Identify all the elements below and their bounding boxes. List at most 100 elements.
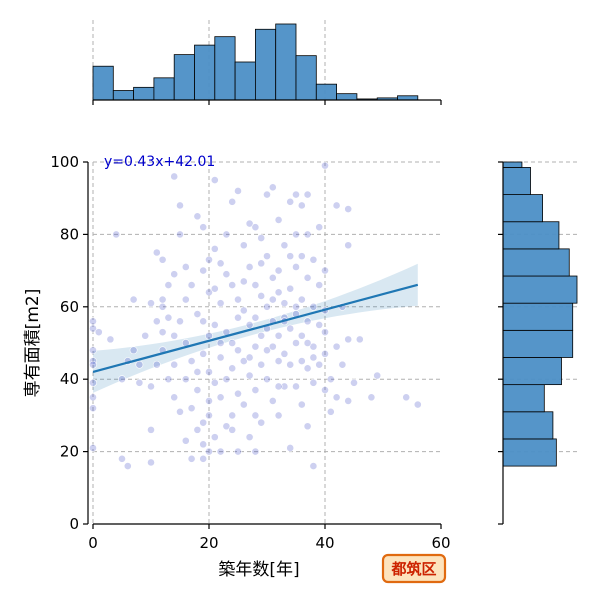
top-hist-bar [92,65,114,101]
scatter-point [135,360,144,369]
scatter-point [216,447,225,456]
scatter-point [187,281,196,289]
scatter-point [170,331,179,340]
scatter-point [193,386,202,394]
scatter-point [245,353,254,362]
scatter-point [234,295,242,304]
scatter-point [228,197,237,206]
scatter-point [257,234,266,242]
right-hist-bar [502,357,562,386]
scatter-point [321,161,329,170]
scatter-point [257,292,266,300]
y-tick-label: 20 [60,443,79,461]
top-hist-bar [254,28,277,101]
scatter-point [129,295,138,304]
scatter-point [210,320,219,329]
scatter-point [286,360,295,369]
scatter-point [187,404,196,413]
scatter-point [286,444,295,452]
scatter-point [234,313,242,322]
scatter-point [263,346,271,355]
right-hist-bar [502,194,543,223]
scatter-point [245,219,254,228]
scatter-point [292,230,300,239]
scatter-point [152,360,161,369]
scatter-point [170,393,179,402]
scatter-point [286,252,295,261]
scatter-point [303,339,312,347]
scatter-point [315,360,324,369]
x-tick-label: 20 [199,534,218,552]
scatter-point [315,223,324,232]
right-hist-bar [502,167,531,195]
scatter-point [280,349,289,358]
scatter-point [274,288,283,297]
scatter-point [222,270,231,279]
right-hist-bar [502,329,574,358]
scatter-point [297,201,306,210]
scatter-point [239,306,248,315]
scatter-point [199,266,208,275]
scatter-point [205,331,213,340]
scatter-point [181,436,190,445]
scatter-point [344,241,353,250]
scatter-point [303,273,312,282]
top-hist-bar [295,55,317,101]
scatter-point [245,263,254,271]
scatter-point [292,339,300,347]
scatter-point [286,284,295,293]
right-hist-bar [502,161,523,168]
top-hist-bar [275,23,297,101]
scatter-point [181,295,190,304]
scatter-point [297,252,306,261]
scatter-point [309,378,318,387]
scatter-point [158,255,167,264]
scatter-point [268,183,277,192]
scatter-point [210,284,219,293]
top-hist-bar [133,86,155,101]
scatter-point [292,263,300,271]
scatter-point [158,295,167,304]
scatter-point [332,393,341,402]
y-tick-label: 80 [60,225,79,243]
scatter-point [158,302,167,311]
scatter-point [263,252,271,261]
scatter-point [303,422,312,431]
regression-equation: y=0.43x+42.01 [104,154,215,170]
scatter-point [193,310,202,318]
scatter-point [118,375,126,384]
scatter-point [222,230,231,239]
top-hist-bar [315,83,337,101]
scatter-point [251,313,260,322]
scatter-point [274,357,283,365]
scatter-point [147,299,155,308]
scatter-point [135,378,144,387]
scatter-point [292,190,300,199]
scatter-point [268,295,277,304]
district-badge-label: 都筑区 [390,560,436,578]
scatter-point [147,458,155,467]
scatter-point [251,342,260,351]
scatter-point [274,331,283,340]
scatter-point [216,299,225,308]
scatter-point [292,302,300,311]
x-tick-label: 0 [88,534,98,552]
scatter-point [257,418,266,427]
scatter-point [176,201,184,210]
x-axis-title: 築年数[年] [218,560,299,580]
x-tick-label: 40 [315,534,334,552]
scatter-point [129,346,138,355]
scatter-point [89,360,97,369]
scatter-point [239,400,248,409]
y-tick-label: 40 [60,370,79,388]
scatter-point [228,411,237,420]
scatter-point [147,382,155,391]
scatter-point [193,368,202,376]
top-hist-bar [153,77,175,101]
scatter-point [205,288,213,297]
scatter-point [263,302,271,311]
scatter-point [245,371,254,380]
scatter-point [216,259,225,268]
scatter-point [222,375,231,384]
